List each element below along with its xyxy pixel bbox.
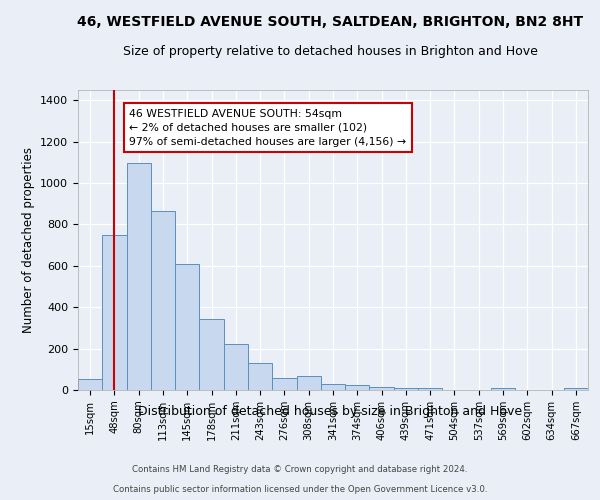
Bar [102,235,127,390]
Bar [345,386,370,390]
Text: Distribution of detached houses by size in Brighton and Hove: Distribution of detached houses by size … [138,405,522,418]
Bar [78,379,102,390]
Text: Contains HM Land Registry data © Crown copyright and database right 2024.: Contains HM Land Registry data © Crown c… [132,465,468,474]
Bar [394,388,418,390]
Bar [151,211,175,390]
Bar [175,264,199,390]
Bar [199,318,224,390]
Bar [564,388,588,390]
Bar [491,388,515,390]
Text: 46 WESTFIELD AVENUE SOUTH: 54sqm
← 2% of detached houses are smaller (102)
97% o: 46 WESTFIELD AVENUE SOUTH: 54sqm ← 2% of… [129,108,406,146]
Bar [296,376,321,390]
Text: Contains public sector information licensed under the Open Government Licence v3: Contains public sector information licen… [113,485,487,494]
Bar [370,387,394,390]
Bar [272,378,296,390]
Bar [418,388,442,390]
Bar [127,164,151,390]
Text: Size of property relative to detached houses in Brighton and Hove: Size of property relative to detached ho… [122,45,538,58]
Bar [248,363,272,390]
Bar [224,344,248,390]
Y-axis label: Number of detached properties: Number of detached properties [22,147,35,333]
Bar [321,384,345,390]
Text: 46, WESTFIELD AVENUE SOUTH, SALTDEAN, BRIGHTON, BN2 8HT: 46, WESTFIELD AVENUE SOUTH, SALTDEAN, BR… [77,15,583,29]
